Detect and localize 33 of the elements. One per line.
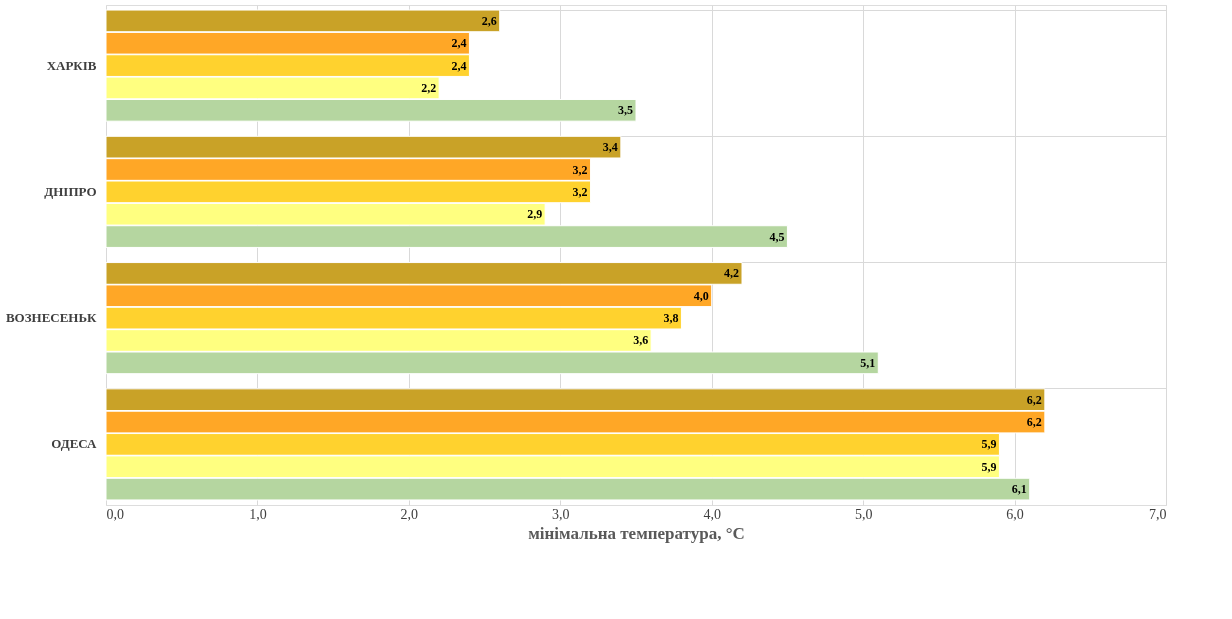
y-tick-label: ДНІПРО — [44, 183, 97, 199]
data-label: 2,9 — [527, 207, 543, 222]
data-label: 2,2 — [421, 80, 437, 95]
data-label: 3,8 — [663, 311, 679, 326]
data-label: 3,2 — [572, 162, 588, 177]
data-label: 6,1 — [1011, 482, 1027, 497]
x-tick-label: 6,0 — [1006, 506, 1024, 522]
data-label: 2,6 — [481, 13, 497, 28]
data-label: 2,4 — [451, 58, 467, 73]
data-label: 4,2 — [724, 266, 739, 281]
data-label: 5,9 — [981, 437, 997, 452]
data-label: 3,4 — [602, 140, 618, 155]
data-label: 6,2 — [1026, 392, 1042, 407]
data-label: 4,0 — [693, 288, 709, 303]
data-label: 5,1 — [860, 355, 876, 370]
x-axis-title: мінімальна температура, °C — [528, 523, 745, 543]
x-tick-label: 0,0 — [106, 506, 124, 522]
data-label: 3,2 — [572, 184, 588, 199]
data-label: 5,9 — [981, 459, 997, 474]
x-tick-label: 7,0 — [1149, 506, 1167, 522]
x-tick-label: 4,0 — [703, 506, 721, 522]
y-tick-label: ХАРКІВ — [46, 57, 97, 73]
data-label: 3,5 — [618, 103, 633, 118]
y-tick-label: ОДЕСА — [51, 436, 98, 452]
data-label: 6,2 — [1026, 415, 1042, 430]
data-label: 4,5 — [769, 229, 785, 244]
x-tick-label: 2,0 — [400, 506, 419, 522]
x-tick-label: 1,0 — [249, 506, 267, 522]
data-label: 2,4 — [451, 36, 467, 51]
data-label: 3,6 — [633, 333, 649, 348]
y-tick-label: ВОЗНЕСЕНЬК — [5, 310, 98, 326]
x-tick-label: 5,0 — [854, 506, 873, 522]
x-tick-label: 3,0 — [552, 506, 570, 522]
